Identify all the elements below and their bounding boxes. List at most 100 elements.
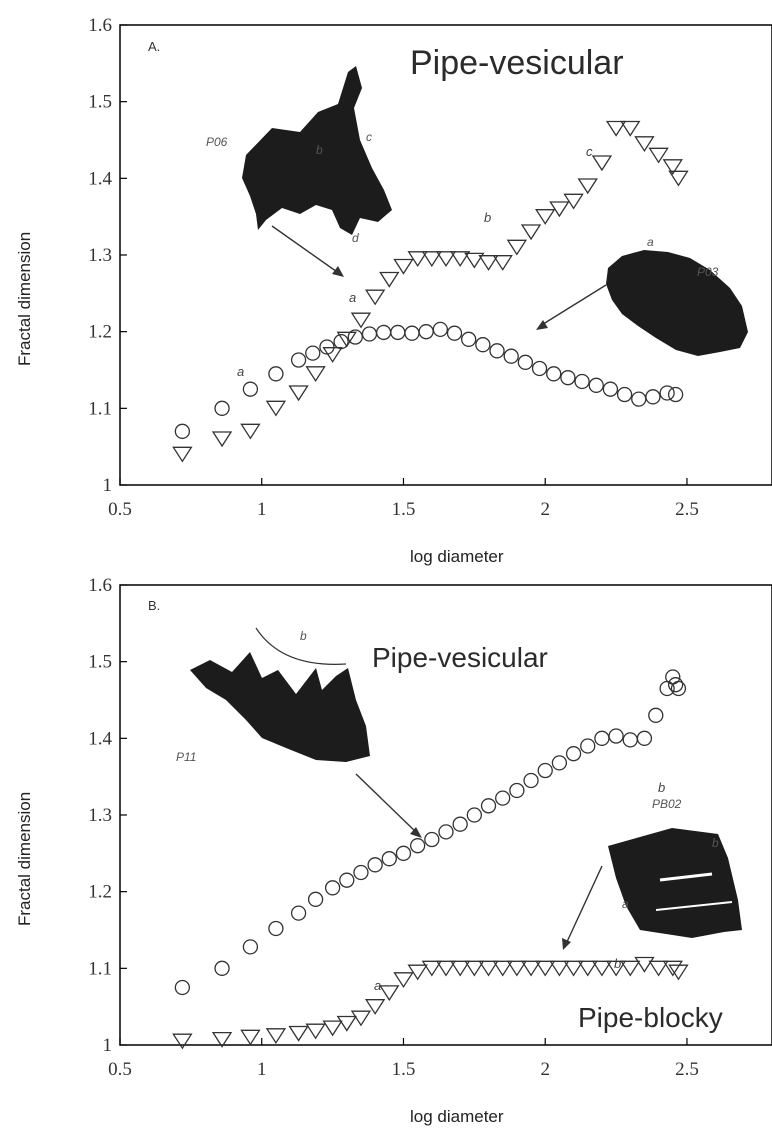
arrow-pb02 — [565, 865, 603, 945]
x-tick-label: 1.5 — [392, 499, 416, 520]
data-point-pb02 — [379, 985, 400, 1002]
data-point-pb02 — [322, 1020, 343, 1037]
data-point-pb02 — [605, 960, 627, 977]
data-point-p03 — [432, 321, 448, 338]
data-point-p06 — [464, 252, 485, 269]
data-point-p03 — [418, 324, 434, 340]
data-point-p03 — [214, 400, 230, 416]
annotation-b-pb02: b — [712, 836, 719, 850]
data-point-p03 — [446, 325, 463, 341]
x-tick-label: 1 — [257, 499, 267, 520]
data-point-p06 — [549, 201, 570, 218]
data-point-pb02 — [591, 960, 613, 977]
annotation-b-triangle-a: b — [484, 210, 491, 225]
annotation-b-circle-b: b — [658, 780, 665, 795]
data-point-pb02 — [350, 1010, 372, 1027]
data-point-p06 — [379, 271, 400, 288]
data-point-p11 — [324, 880, 341, 896]
y-tick-label: 1.4 — [88, 168, 112, 189]
data-point-pb02 — [648, 960, 669, 977]
data-point-pb02 — [393, 972, 414, 989]
data-point-p06 — [535, 209, 556, 225]
data-point-p11 — [438, 824, 454, 840]
x-tick-label: 1 — [257, 1059, 267, 1080]
data-point-p11 — [509, 782, 525, 799]
y-axis-label: Fractal dimension — [15, 792, 34, 926]
sample-label-pb02: PB02 — [652, 797, 682, 811]
annotation-b-p11: b — [300, 629, 307, 643]
sample-label-p06: P06 — [206, 135, 228, 149]
data-point-pb02 — [407, 964, 428, 981]
data-point-p11 — [580, 738, 596, 754]
data-point-p11 — [339, 872, 355, 888]
arrow-p06 — [271, 225, 341, 275]
y-tick-label: 1.5 — [88, 92, 112, 113]
particle-image-p11 — [190, 652, 370, 762]
x-tick-label: 2 — [540, 499, 550, 520]
x-tick-label: 2.5 — [675, 499, 699, 520]
chart-title: Pipe-vesicular — [410, 44, 624, 82]
data-point-p03 — [645, 389, 661, 405]
marks-panel-b: 0.5 1 1.5 2 2.5 1 1.1 1.2 1.3 1.4 1.5 1.6 — [88, 575, 699, 1080]
data-point-p11 — [622, 732, 638, 748]
data-point-p06 — [407, 251, 428, 268]
data-point-p03 — [347, 329, 363, 345]
data-point-p06 — [449, 251, 471, 268]
data-point-p11 — [290, 905, 307, 921]
data-point-p11 — [670, 680, 687, 697]
data-point-p11 — [495, 790, 511, 806]
annotation-d-p06: d — [352, 231, 359, 245]
y-tick-label: 1.3 — [88, 245, 112, 266]
data-point-p06 — [240, 423, 261, 440]
y-tick-label: 1.5 — [88, 652, 112, 673]
data-point-pb02 — [620, 960, 641, 977]
data-point-p03 — [616, 386, 633, 403]
x-tick-label: 0.5 — [108, 499, 132, 520]
bracket-arc-p11 — [255, 627, 347, 665]
data-point-p03 — [489, 343, 505, 359]
data-point-p06 — [421, 251, 443, 268]
x-axis-label: log diameter — [410, 547, 504, 566]
data-point-pb02 — [563, 960, 584, 977]
data-point-p03 — [574, 373, 590, 390]
data-point-pb02 — [435, 960, 457, 977]
data-point-p03 — [305, 345, 321, 361]
data-point-p06 — [662, 159, 683, 176]
data-point-p03 — [517, 354, 534, 370]
x-axis-label: log diameter — [410, 1107, 504, 1126]
data-point-pb02 — [668, 964, 689, 981]
data-point-p06 — [435, 251, 457, 268]
annotation-a-triangle-a: a — [349, 290, 356, 305]
data-point-p03 — [361, 326, 378, 342]
data-point-p11 — [452, 816, 468, 832]
data-point-p11 — [523, 772, 539, 789]
data-point-p03 — [475, 337, 491, 353]
data-point-p03 — [659, 385, 675, 401]
arrowhead-p03 — [536, 320, 548, 330]
data-point-pb02 — [634, 956, 655, 973]
data-point-p06 — [563, 193, 584, 210]
sample-label-p11: P11 — [176, 750, 196, 764]
x-tick-label: 2 — [540, 1059, 550, 1080]
data-point-p03 — [531, 360, 548, 377]
data-point-p03 — [268, 366, 284, 382]
data-point-p11 — [214, 960, 230, 976]
data-point-p03 — [546, 366, 562, 382]
data-point-p03 — [667, 386, 684, 403]
panel-label: B. — [148, 598, 160, 613]
data-point-p06 — [668, 170, 689, 187]
data-point-p11 — [565, 746, 582, 762]
data-point-p06 — [577, 178, 598, 195]
series-p11 — [174, 669, 687, 996]
data-point-p11 — [353, 864, 369, 881]
annotation-c-triangle-a: c — [586, 144, 593, 159]
data-point-pb02 — [506, 960, 528, 977]
y-tick-label: 1.2 — [88, 882, 112, 903]
data-point-p06 — [605, 120, 627, 137]
annotation-b-p06: b — [316, 143, 323, 157]
data-point-pb02 — [265, 1028, 287, 1045]
y-tick-label: 1.1 — [88, 398, 112, 419]
data-point-p03 — [404, 325, 420, 341]
data-point-pb02 — [211, 1031, 233, 1048]
